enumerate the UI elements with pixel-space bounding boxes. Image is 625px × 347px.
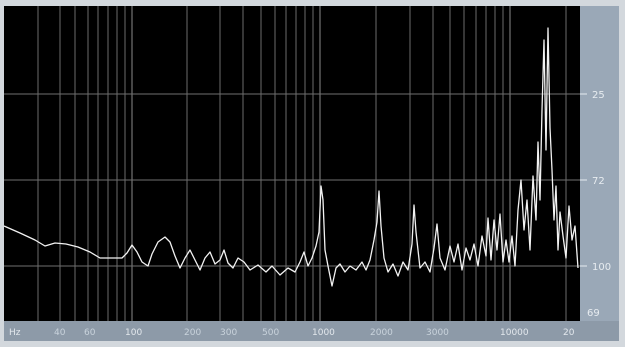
level-grid (4, 93, 580, 267)
freq-label-3000: 3000 (426, 328, 449, 338)
freq-label-10000: 10000 (500, 328, 529, 338)
freq-label-100: 100 (125, 328, 142, 338)
freq-label-60: 60 (84, 328, 96, 338)
frequency-labels: Hz 40 60 100 200 300 500 1000 2000 3000 … (9, 328, 575, 338)
spectrum-trace (3, 27, 579, 287)
level-label-1: 25 (592, 90, 605, 101)
plot-area (4, 6, 580, 321)
level-scale-panel (580, 6, 619, 321)
freq-label-20: 20 (563, 328, 575, 338)
freq-label-2000: 2000 (370, 328, 393, 338)
freq-label-500: 500 (262, 328, 279, 338)
freq-label-40: 40 (54, 328, 66, 338)
frequency-scale-bar (4, 321, 619, 341)
freq-label-unit: Hz (9, 328, 21, 338)
level-label-2: 72 (592, 176, 605, 187)
freq-label-1000: 1000 (312, 328, 335, 338)
frequency-grid (37, 6, 567, 321)
level-label-4: 69 (587, 308, 600, 319)
level-labels: 25 72 100 69 (580, 90, 611, 319)
level-label-3: 100 (592, 262, 611, 273)
freq-label-200: 200 (184, 328, 201, 338)
freq-label-300: 300 (220, 328, 237, 338)
